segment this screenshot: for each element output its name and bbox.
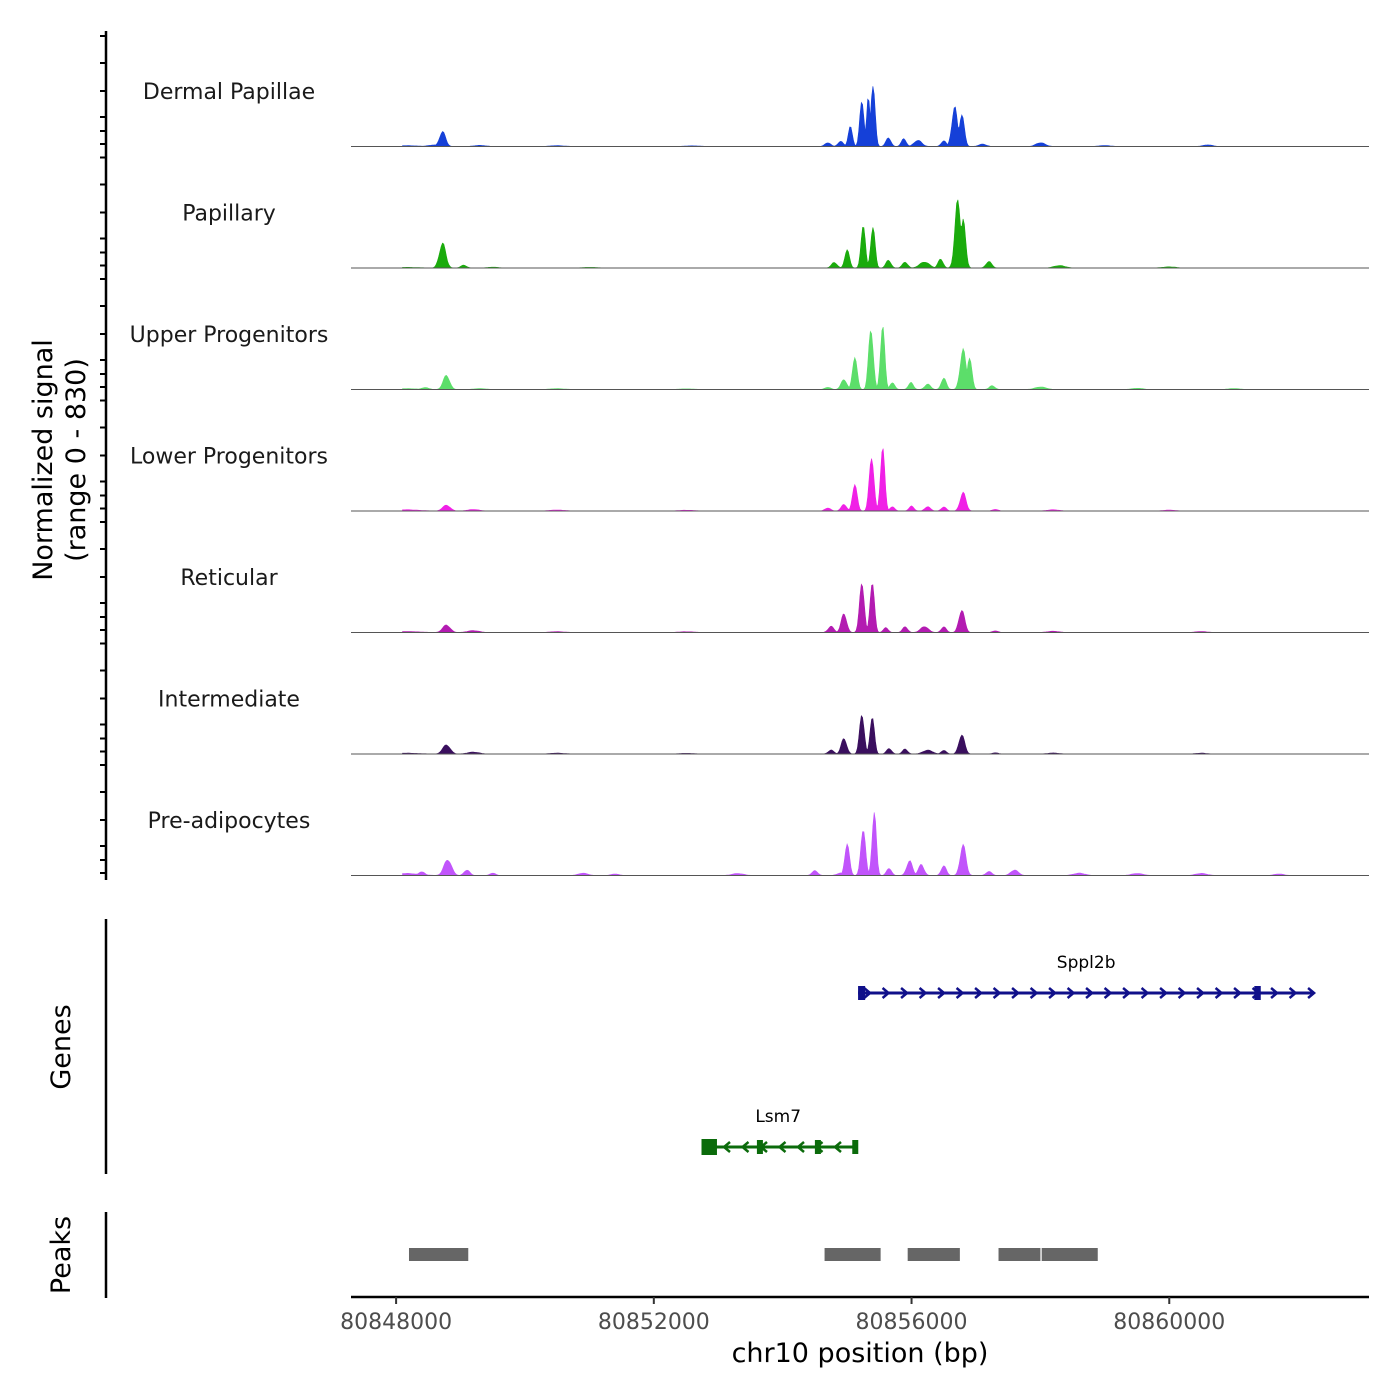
coverage-track-label: Intermediate [158, 688, 300, 713]
gene-strand-arrow [777, 1141, 787, 1153]
gene: Sppl2b [858, 953, 1317, 1000]
genes-track-title: Genes [46, 1004, 77, 1089]
gene-strand-arrow [974, 987, 984, 999]
gene-label: Lsm7 [755, 1107, 801, 1127]
coverage-signal-area [402, 199, 1311, 269]
gene-strand-arrow [1270, 987, 1280, 999]
gene-strand-arrow [918, 987, 928, 999]
peak-region [408, 1248, 469, 1261]
coverage-signal-area [402, 583, 1311, 633]
peak-region [907, 1248, 960, 1261]
gene-strand-arrow [1048, 987, 1058, 999]
coverage-track: Dermal Papillae [143, 80, 1369, 147]
genes-track-label: Genes [46, 1004, 77, 1089]
gene-label: Sppl2b [1057, 953, 1116, 973]
coverage-signal-area [402, 812, 1311, 876]
coverage-signal-area [402, 326, 1311, 390]
gene-strand-arrow [1103, 987, 1113, 999]
coverage-track: Pre-adipocytes [148, 809, 1369, 876]
x-tick-label: 80848000 [340, 1310, 452, 1335]
coverage-tracks: Dermal Papillae Papillary Upper Progenitor… [130, 80, 1369, 876]
gene-strand-arrow [1066, 987, 1076, 999]
gene-strand-arrow [1122, 987, 1132, 999]
gene-exon [756, 1140, 763, 1154]
coverage-track-label: Dermal Papillae [143, 80, 315, 105]
gene-strand-arrow [1214, 987, 1224, 999]
x-axis-title: chr10 position (bp) [732, 1338, 989, 1369]
coverage-track: Intermediate [158, 688, 1369, 755]
coverage-signal-area [402, 448, 1311, 512]
gene-strand-arrow [1288, 987, 1298, 999]
coverage-track: Upper Progenitors [130, 323, 1369, 390]
genes-track: Sppl2b Lsm7 [701, 953, 1317, 1155]
gene-strand-arrow [992, 987, 1002, 999]
gene-strand-arrow [1011, 987, 1021, 999]
gene-strand-arrow [1029, 987, 1039, 999]
peak-region [1041, 1248, 1098, 1261]
gene-strand-arrow [833, 1141, 842, 1153]
gene-exon [701, 1139, 717, 1155]
coverage-track-label: Upper Progenitors [130, 323, 329, 348]
gene-strand-arrow [796, 1141, 805, 1153]
gene-exon [814, 1140, 821, 1154]
gene-strand-arrow [1159, 987, 1169, 999]
gene-strand-arrow [937, 987, 947, 999]
coverage-track-label: Papillary [182, 202, 276, 227]
gene-strand-arrow [955, 987, 965, 999]
coverage-signal-area [402, 86, 1311, 147]
coverage-track-label: Lower Progenitors [130, 445, 328, 470]
coverage-track: Papillary [182, 199, 1369, 269]
gene-strand-arrow [740, 1141, 750, 1153]
coverage-y-axis-ticks [100, 35, 106, 874]
gene-strand-arrow [1307, 987, 1317, 999]
gene-strand-arrow [863, 987, 873, 999]
coverage-track-label: Reticular [180, 566, 278, 591]
gene-exon [852, 1140, 859, 1154]
gene-exon [1254, 986, 1261, 1000]
x-tick-label: 80856000 [856, 1310, 968, 1335]
gene-strand-arrow [1196, 987, 1206, 999]
peaks-track-label: Peaks [46, 1216, 77, 1294]
gene-strand-arrow [722, 1141, 731, 1153]
gene-strand-arrow [1233, 987, 1243, 999]
gene-strand-arrow [900, 987, 910, 999]
gene: Lsm7 [701, 1107, 859, 1155]
peaks-track [408, 1248, 1098, 1261]
gene-strand-arrow [1140, 987, 1150, 999]
coverage-signal-area [402, 715, 1311, 755]
gene-strand-arrow [881, 987, 891, 999]
peaks-track-title: Peaks [46, 1216, 77, 1294]
x-axis-ticks: 80848000 80852000 80856000 80860000 [340, 1297, 1225, 1335]
x-tick-label: 80860000 [1113, 1310, 1225, 1335]
gene-strand-arrow [1085, 987, 1095, 999]
gene-strand-arrow [1177, 987, 1187, 999]
y-axis-title-line-2: (range 0 - 830) [61, 358, 92, 562]
coverage-track: Reticular [180, 566, 1369, 633]
coverage-track: Lower Progenitors [130, 445, 1369, 512]
coverage-track-label: Pre-adipocytes [148, 809, 311, 834]
peak-region [998, 1248, 1041, 1261]
y-axis-title: Normalized signal (range 0 - 830) [28, 339, 92, 581]
y-axis-title-line-1: Normalized signal [28, 339, 59, 581]
x-tick-label: 80852000 [598, 1310, 710, 1335]
gene-exon [858, 986, 866, 1000]
peak-region [824, 1248, 881, 1261]
